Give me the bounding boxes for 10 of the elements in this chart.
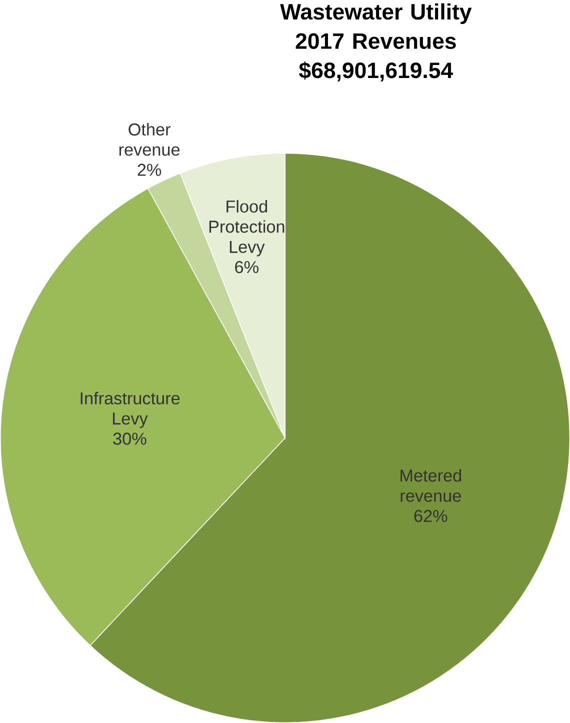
slice-label: Other revenue: [119, 122, 180, 156]
data-label: 2%: [138, 164, 162, 176]
slice-label: Metered revenue: [400, 469, 461, 502]
data-label: 30%: [113, 432, 146, 445]
slice-label: Infrastructure Levy: [80, 392, 180, 428]
chart-title: Wastewater Utility 2017 Revenues: [280, 3, 472, 49]
chart-subtitle: $68,901,619.54: [298, 62, 453, 82]
slice-label: Flood Protection Levy: [209, 200, 284, 256]
data-label: 62%: [414, 510, 448, 522]
data-label: 6%: [235, 261, 258, 274]
